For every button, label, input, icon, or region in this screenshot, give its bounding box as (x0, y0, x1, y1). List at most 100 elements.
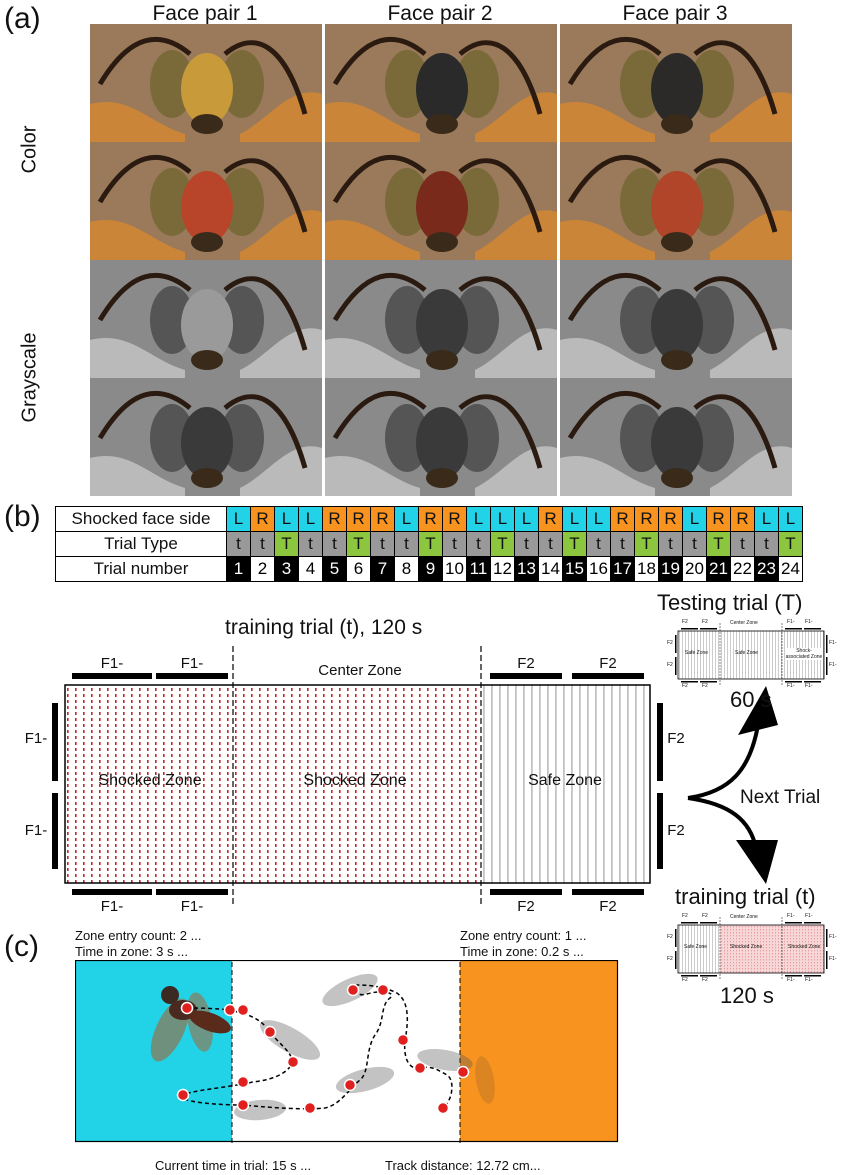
left-bar-label-f1-2: F1- (24, 822, 48, 839)
track-point-7 (236, 1098, 250, 1112)
center-zone-label: Center Zone (318, 662, 402, 679)
row-header-trial-type: Trial Type (55, 531, 227, 557)
top-bar-label-f2-2: F2 (599, 655, 617, 672)
right-zone-entry-count: Zone entry count: 1 ... (460, 928, 587, 943)
right-bar-f2-1 (657, 703, 663, 781)
testing-right-bar-label-1: F1- (829, 640, 837, 646)
wasp-face-photo (560, 260, 792, 378)
wasp-face-photo (325, 24, 557, 142)
testing-left-bar-label-2: F2 (667, 662, 673, 668)
testing-trial-title: Testing trial (T) (657, 590, 803, 615)
wasp-face-photo (560, 142, 792, 260)
testing-zone-label-1: Safe Zone (685, 650, 709, 656)
orange-right-zone (460, 960, 618, 1142)
training-mini-safe-area (678, 925, 720, 973)
bottom-bar-label-f2-2: F2 (599, 898, 617, 915)
left-bar-f1-2 (52, 793, 58, 869)
track-point-2 (223, 1003, 237, 1017)
main-arena-diagram (52, 646, 663, 905)
wasp-face-photo (90, 142, 322, 260)
training-mini-top-bar-1 (681, 922, 698, 924)
track-point-12 (396, 1033, 410, 1047)
right-bar-label-f2-2: F2 (667, 822, 685, 839)
trial-type-cell: t (442, 531, 467, 557)
trial-type-cell: t (514, 531, 539, 557)
white-center-zone (232, 960, 460, 1142)
track-distance: Track distance: 12.72 cm... (385, 1158, 541, 1173)
training-trial-mini-arena (675, 917, 828, 980)
trial-type-cell: t (754, 531, 779, 557)
shocked-side-cell: L (490, 506, 515, 532)
testing-center-zone-label: Center Zone (730, 620, 758, 626)
shocked-side-cell: R (322, 506, 347, 532)
testing-trial-duration: 60 s (730, 687, 772, 712)
arena-border (64, 684, 651, 884)
ghost-wasp-4 (417, 1049, 473, 1071)
training-mini-bottom-bar-label-2: F2 (702, 977, 708, 983)
bottom-bar-label-f1-2: F1- (180, 898, 204, 915)
top-bar-f1-2 (156, 673, 228, 679)
trial-type-cell: t (658, 531, 683, 557)
testing-zone-label-3: Shock-associated Zone (785, 648, 823, 660)
trial-number-cell: 23 (754, 556, 779, 582)
shocked-zone-left-area (65, 685, 233, 883)
track-point-3 (263, 1025, 277, 1039)
trial-number-cell: 7 (370, 556, 395, 582)
trial-type-cell: t (466, 531, 491, 557)
training-mini-right-bar-2 (826, 951, 828, 969)
trial-number-cell: 24 (778, 556, 803, 582)
testing-bottom-bar-1 (681, 681, 698, 683)
left-zone-time: Time in zone: 3 s ... (75, 944, 188, 959)
ghost-wasp-6 (475, 1056, 495, 1104)
trial-number-cell: 2 (250, 556, 275, 582)
middle-shocked-zone-label: Shocked Zone (303, 772, 407, 789)
trial-type-cell: t (394, 531, 419, 557)
shocked-side-cell: R (538, 506, 563, 532)
trial-number-cell: 4 (298, 556, 323, 582)
trial-number-cell: 8 (394, 556, 419, 582)
training-mini-shocked-area (720, 925, 824, 973)
left-shocked-zone-label: Shocked Zone (98, 772, 202, 789)
training-mini-center-zone-label: Center Zone (730, 914, 758, 920)
trial-number-cell: 20 (682, 556, 707, 582)
track-point-13 (413, 1061, 427, 1075)
column-header-face-pair-1: Face pair 1 (152, 2, 258, 25)
wasp-face-photo (560, 378, 792, 496)
track-points (176, 983, 470, 1115)
shocked-side-cell: L (466, 506, 491, 532)
tracking-arena-border (75, 960, 619, 1143)
trial-number-cell: 10 (442, 556, 467, 582)
testing-right-bar-label-2: F1- (829, 662, 837, 668)
training-mini-bottom-bar-4 (804, 975, 821, 977)
training-trial-small-duration: 120 s (720, 983, 774, 1008)
bottom-bar-f1-2 (156, 889, 228, 895)
training-mini-top-bar-4 (804, 922, 821, 924)
testing-arena-border (677, 630, 825, 680)
trial-number-cell: 19 (658, 556, 683, 582)
bottom-bar-f1-1 (72, 889, 152, 895)
testing-bottom-bar-label-4: F1- (805, 683, 813, 689)
arrow-down-curve (687, 796, 758, 849)
trial-type-cell: T (778, 531, 803, 557)
trial-number-cell: 9 (418, 556, 443, 582)
arrow-up-curve (687, 724, 760, 800)
left-bar-label-f1-1: F1- (24, 730, 48, 747)
track-point-9 (343, 1078, 357, 1092)
top-bar-f2-1 (490, 673, 562, 679)
column-header-face-pair-3: Face pair 3 (622, 2, 728, 25)
wasp-face-photo (560, 24, 792, 142)
trial-number-cell: 14 (538, 556, 563, 582)
testing-bottom-bar-4 (804, 681, 821, 683)
trial-number-cell: 16 (586, 556, 611, 582)
wasp-head (161, 986, 179, 1004)
right-bar-f2-2 (657, 793, 663, 869)
trial-type-cell: T (706, 531, 731, 557)
training-mini-bottom-bar-2 (700, 975, 717, 977)
trial-type-cell: T (274, 531, 299, 557)
bottom-bar-label-f1-1: F1- (100, 898, 124, 915)
training-mini-bottom-bar-label-1: F2 (682, 977, 688, 983)
column-header-face-pair-2: Face pair 2 (387, 2, 493, 25)
trial-number-cell: 18 (634, 556, 659, 582)
right-zone-time: Time in zone: 0.2 s ... (460, 944, 584, 959)
training-mini-bottom-bar-1 (681, 975, 698, 977)
